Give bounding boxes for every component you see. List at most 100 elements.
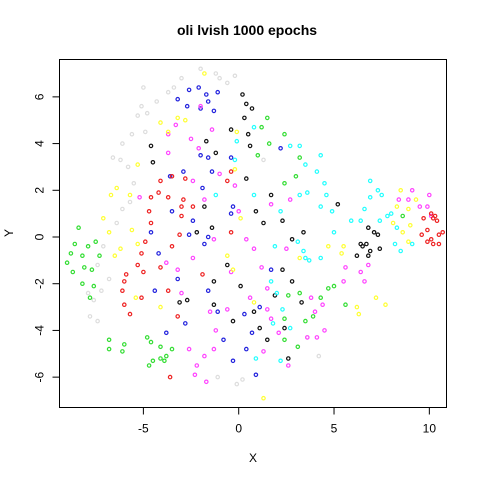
data-point xyxy=(230,318,236,324)
data-point xyxy=(181,169,186,174)
data-point xyxy=(295,239,301,245)
data-point xyxy=(141,85,146,90)
data-point xyxy=(194,230,200,235)
data-point xyxy=(196,146,202,151)
data-point xyxy=(301,248,306,254)
data-point xyxy=(156,251,161,256)
data-point xyxy=(164,260,169,266)
data-point xyxy=(282,337,287,343)
data-point xyxy=(367,178,373,184)
data-point xyxy=(259,265,264,270)
data-point xyxy=(308,295,314,301)
data-point xyxy=(289,279,295,284)
data-point xyxy=(362,279,367,284)
x-tick-label: 0 xyxy=(235,422,242,436)
data-point xyxy=(413,197,419,202)
data-point xyxy=(259,124,264,130)
data-point xyxy=(99,288,104,294)
data-point xyxy=(148,143,154,149)
data-point xyxy=(304,190,310,195)
data-point xyxy=(106,346,112,352)
data-point xyxy=(306,258,312,263)
data-point xyxy=(106,276,112,282)
data-point xyxy=(398,188,404,193)
data-point xyxy=(204,92,209,97)
data-point xyxy=(165,195,171,200)
data-point xyxy=(312,309,318,315)
data-point xyxy=(164,353,169,359)
data-point xyxy=(354,304,360,310)
data-point xyxy=(272,244,278,249)
data-point xyxy=(244,346,249,352)
data-point xyxy=(165,150,171,156)
data-point xyxy=(268,192,274,198)
data-point xyxy=(190,218,196,224)
data-point xyxy=(367,248,373,254)
data-point xyxy=(95,318,100,324)
data-point xyxy=(68,251,74,256)
data-point xyxy=(97,253,102,259)
data-point xyxy=(139,295,144,301)
data-point xyxy=(175,115,181,121)
data-point xyxy=(184,297,190,303)
data-point xyxy=(85,244,91,249)
data-point xyxy=(179,213,184,219)
data-point xyxy=(268,316,274,322)
data-point xyxy=(188,136,194,142)
data-point xyxy=(205,155,211,160)
data-point xyxy=(129,131,135,137)
data-point xyxy=(297,192,303,198)
y-axis-label: Y xyxy=(2,229,16,237)
data-point xyxy=(110,155,116,160)
data-point xyxy=(377,246,383,252)
data-point xyxy=(122,279,127,284)
data-point xyxy=(406,197,411,202)
data-point xyxy=(295,344,301,350)
data-point xyxy=(299,300,304,305)
data-point xyxy=(407,223,413,228)
data-point xyxy=(148,195,154,200)
data-point xyxy=(348,218,354,224)
data-point xyxy=(198,106,203,111)
data-point xyxy=(215,309,221,315)
data-point xyxy=(228,127,234,132)
data-point xyxy=(356,311,362,317)
data-point xyxy=(141,269,146,275)
data-point xyxy=(186,232,192,238)
data-point xyxy=(264,307,270,312)
data-point xyxy=(425,204,430,209)
data-point xyxy=(82,265,87,270)
data-point xyxy=(276,330,282,336)
data-point xyxy=(365,253,371,259)
data-point xyxy=(120,349,125,354)
data-point xyxy=(175,276,181,282)
data-point xyxy=(143,129,148,135)
data-point xyxy=(225,178,230,184)
data-point xyxy=(285,356,291,361)
data-point xyxy=(314,169,320,174)
data-point xyxy=(261,157,266,163)
data-point xyxy=(101,216,106,221)
data-point xyxy=(343,265,348,270)
data-point xyxy=(268,202,274,207)
data-point xyxy=(244,237,249,242)
data-point xyxy=(234,138,240,144)
data-point xyxy=(301,230,306,235)
data-point xyxy=(377,218,383,224)
data-point xyxy=(341,244,346,249)
data-point xyxy=(375,188,381,193)
data-point xyxy=(324,192,329,198)
data-point xyxy=(282,131,287,137)
data-point xyxy=(129,227,135,233)
data-point xyxy=(440,230,446,235)
data-point xyxy=(127,311,133,317)
data-point xyxy=(236,209,242,214)
data-point xyxy=(434,218,440,224)
data-point xyxy=(165,288,171,294)
data-point xyxy=(211,108,217,114)
data-point xyxy=(249,106,255,111)
data-point xyxy=(169,346,175,352)
data-point xyxy=(303,255,308,261)
y-tick-label: -2 xyxy=(33,278,47,289)
data-point xyxy=(148,230,154,235)
